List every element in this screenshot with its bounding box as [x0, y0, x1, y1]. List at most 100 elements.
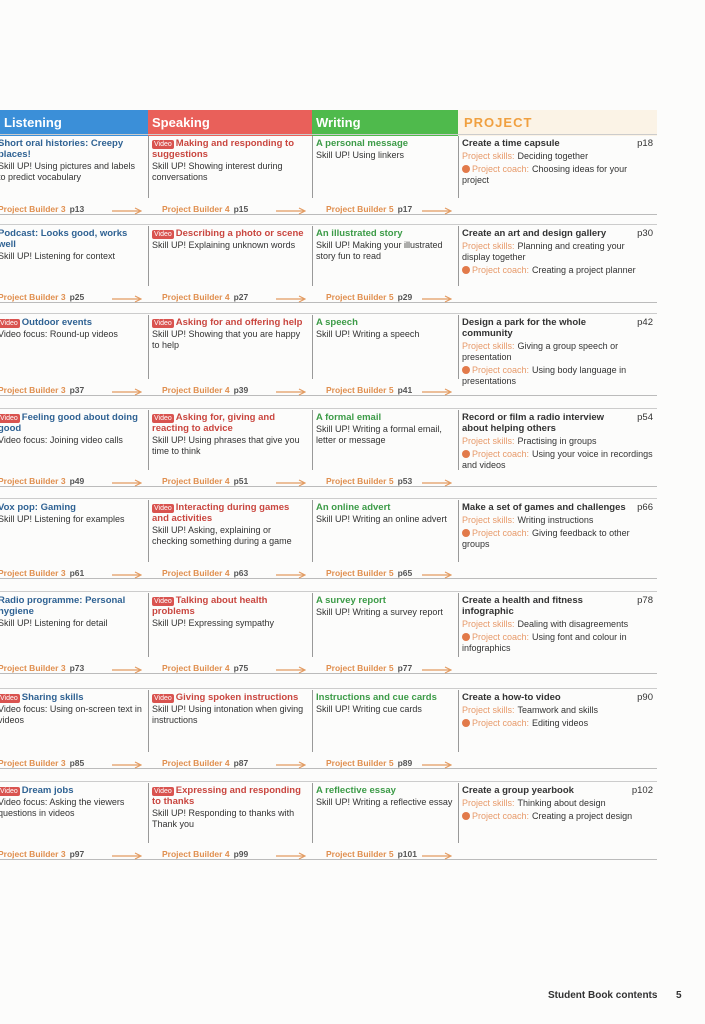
- builder-page: p13: [69, 204, 85, 214]
- speaking-cell: Video Making and responding to suggestion…: [148, 136, 312, 183]
- builder-page: p75: [233, 663, 249, 673]
- builder-page: p61: [69, 568, 85, 578]
- entry-page: p90: [637, 692, 653, 703]
- project-coach: Project coach: Giving feedback to other g…: [462, 528, 653, 550]
- entry-body: Skill UP! Making your illustrated story …: [316, 240, 443, 261]
- row-line: [0, 313, 657, 314]
- entry-title: Make a set of games and challenges p66: [462, 502, 653, 513]
- video-badge: Video: [152, 694, 174, 703]
- column-header: Writing: [312, 110, 458, 136]
- listening-cell: Radio programme: Personal hygiene Skill U…: [0, 593, 148, 629]
- entry-title-text: Short oral histories: Creepy places!: [0, 138, 124, 160]
- entry-title: An illustrated story: [316, 228, 454, 239]
- entry-page: p54: [637, 412, 653, 423]
- entry-body: Skill UP! Writing an online advert: [316, 514, 447, 524]
- project-builder: Project Builder 4 p99: [162, 849, 248, 859]
- video-badge: Video: [152, 414, 174, 423]
- skills-label: Project skills:: [462, 436, 515, 446]
- builder-name: Project Builder 4: [162, 385, 230, 395]
- project-builder: Project Builder 4 p63: [162, 568, 248, 578]
- row-line: [0, 591, 657, 592]
- entry-title: Vox pop: Gaming: [0, 502, 144, 513]
- entry-title-text: An illustrated story: [316, 228, 403, 239]
- entry-title: Video Outdoor events: [0, 317, 144, 328]
- coach-text: Choosing ideas for your project: [462, 164, 628, 185]
- entry-title-text: An online advert: [316, 502, 391, 513]
- builder-page: p87: [233, 758, 249, 768]
- entry-title-text: Record or film a radio interview about h…: [462, 412, 605, 434]
- arrow: [112, 761, 142, 769]
- coach-icon: [462, 450, 470, 458]
- entry-title-text: A survey report: [316, 595, 386, 606]
- builder-page: p51: [233, 476, 249, 486]
- entry-title: A survey report: [316, 595, 454, 606]
- speaking-cell: Video Expressing and responding to thanks…: [148, 783, 312, 830]
- builder-page: p63: [233, 568, 249, 578]
- column-divider: [312, 136, 313, 198]
- project-builder: Project Builder 4 p51: [162, 476, 248, 486]
- entry-title-text: Create a time capsule: [462, 138, 560, 149]
- entry-title-text: Create a how-to video: [462, 692, 561, 703]
- arrow: [112, 666, 142, 674]
- video-badge: Video: [0, 319, 20, 328]
- writing-cell: A speech Skill UP! Writing a speech: [312, 315, 458, 340]
- listening-cell: Podcast: Looks good, works well Skill UP!…: [0, 226, 148, 262]
- column-divider: [148, 410, 149, 470]
- builder-name: Project Builder 4: [162, 292, 230, 302]
- coach-icon: [462, 633, 470, 641]
- column-header: PROJECT: [458, 110, 657, 136]
- row-line: [0, 214, 657, 215]
- entry-body: Video focus: Using on-screen text in vid…: [0, 704, 142, 725]
- row-line: [0, 408, 657, 409]
- coach-label: Project coach:: [472, 265, 530, 275]
- entry-title: Radio programme: Personal hygiene: [0, 595, 144, 617]
- project-builder: Project Builder 3 p97: [0, 849, 84, 859]
- column-header: Listening: [0, 110, 148, 136]
- project-skills: Project skills: Planning and creating you…: [462, 241, 653, 263]
- column-divider: [312, 410, 313, 470]
- builder-page: p53: [397, 476, 413, 486]
- entry-title: Design a park for the whole community p42: [462, 317, 653, 339]
- row-line: [0, 688, 657, 689]
- project-cell: Create a health and fitness infographic p…: [458, 593, 657, 654]
- project-cell: Create an art and design gallery p30 Proje…: [458, 226, 657, 276]
- entry-body: Video focus: Joining video calls: [0, 435, 123, 445]
- builder-name: Project Builder 5: [326, 476, 394, 486]
- entry-title-text: Dream jobs: [21, 785, 74, 796]
- builder-page: p65: [397, 568, 413, 578]
- project-coach: Project coach: Editing videos: [462, 718, 653, 729]
- entry-body: Skill UP! Showing interest during conver…: [152, 161, 283, 182]
- entry-title-text: Giving spoken instructions: [175, 692, 299, 703]
- speaking-cell: Video Asking for and offering help Skill U…: [148, 315, 312, 351]
- column-divider: [458, 500, 459, 562]
- builder-page: p37: [69, 385, 85, 395]
- writing-cell: A reflective essay Skill UP! Writing a re…: [312, 783, 458, 808]
- arrow: [112, 479, 142, 487]
- entry-title-text: Feeling good about doing good: [0, 412, 138, 434]
- builder-page: p27: [233, 292, 249, 302]
- builder-page: p39: [233, 385, 249, 395]
- entry-title-text: Create an art and design gallery: [462, 228, 607, 239]
- row-line: [0, 498, 657, 499]
- arrow: [276, 388, 306, 396]
- project-skills: Project skills: Practising in groups: [462, 436, 653, 447]
- builder-page: p73: [69, 663, 85, 673]
- entry-title-text: Interacting during games and activities: [152, 502, 290, 524]
- coach-icon: [462, 529, 470, 537]
- entry-page: p66: [637, 502, 653, 513]
- builder-name: Project Builder 3: [0, 292, 66, 302]
- arrow: [112, 207, 142, 215]
- column-divider: [312, 315, 313, 379]
- builder-name: Project Builder 5: [326, 292, 394, 302]
- coach-text: Using your voice in recordings and video…: [462, 449, 653, 470]
- arrow: [422, 207, 452, 215]
- builder-name: Project Builder 5: [326, 204, 394, 214]
- entry-title-text: Podcast: Looks good, works well: [0, 228, 128, 250]
- entry-title: Video Dream jobs: [0, 785, 144, 796]
- project-cell: Design a park for the whole community p42…: [458, 315, 657, 387]
- arrow: [422, 571, 452, 579]
- entry-title: Create a time capsule p18: [462, 138, 653, 149]
- entry-title: Video Feeling good about doing good: [0, 412, 144, 434]
- entry-title: Video Expressing and responding to thanks: [152, 785, 308, 807]
- arrow: [422, 479, 452, 487]
